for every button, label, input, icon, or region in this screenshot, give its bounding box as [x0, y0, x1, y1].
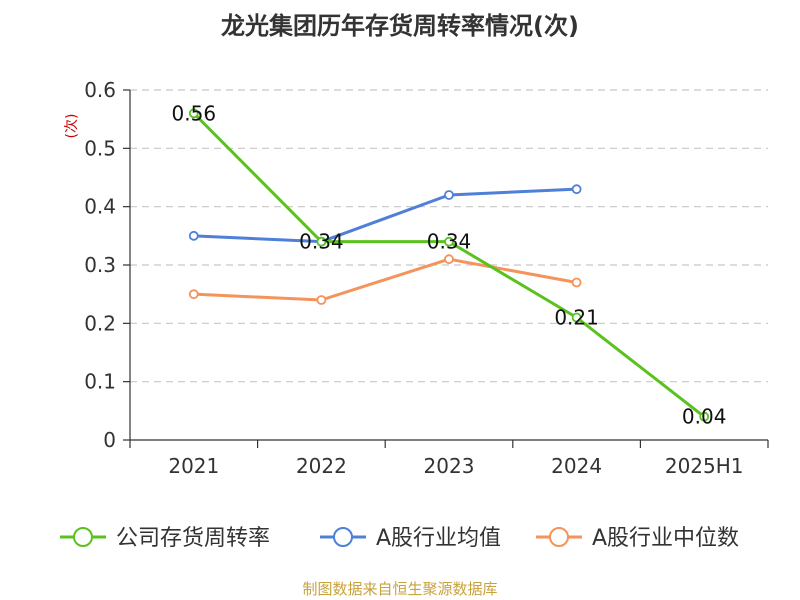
legend: 公司存货周转率 A股行业均值 A股行业中位数	[60, 526, 739, 551]
data-point	[571, 184, 582, 195]
data-point	[444, 236, 454, 247]
series-lines	[188, 108, 710, 422]
y-tick-label: 0.6	[84, 78, 116, 102]
x-tick-label: 2023	[424, 454, 475, 478]
data-point	[571, 277, 582, 288]
data-point	[571, 312, 582, 323]
data-labels: 0.56 0.34 0.34 0.21 0.04	[172, 101, 727, 428]
x-tick-label: 2022	[296, 454, 347, 478]
y-tick-label: 0.3	[84, 253, 116, 277]
data-point	[444, 190, 454, 200]
data-point	[316, 236, 327, 247]
series-line	[193, 257, 577, 302]
x-tick-label: 2025H1	[665, 454, 744, 478]
data-label: 0.04	[682, 405, 727, 429]
chart-title: 龙光集团历年存货周转率情况(次)	[221, 12, 579, 40]
x-tick-label: 2021	[168, 454, 219, 478]
data-point	[444, 254, 454, 265]
grid-lines	[130, 89, 768, 383]
y-tick-label: 0.1	[84, 370, 116, 394]
legend-marker	[333, 527, 353, 547]
y-tick-label: 0.4	[84, 195, 116, 219]
y-tick-label: 0.5	[84, 136, 116, 160]
data-label: 0.34	[299, 230, 344, 254]
y-tick-label: 0.2	[84, 311, 116, 335]
y-axis-label: (次)	[64, 114, 80, 139]
data-point	[699, 411, 710, 422]
data-point	[188, 289, 199, 300]
legend-label: A股行业均值	[376, 526, 501, 551]
data-point	[188, 108, 199, 119]
data-point	[188, 230, 199, 241]
data-point	[316, 295, 327, 305]
legend-marker	[549, 527, 569, 547]
series-line	[193, 187, 577, 244]
legend-marker	[73, 527, 93, 547]
y-tick-label: 0	[103, 428, 116, 452]
data-label: 0.56	[172, 101, 217, 125]
legend-label: 公司存货周转率	[116, 526, 270, 551]
x-tick-label: 2024	[551, 454, 602, 478]
source-note: 制图数据来自恒生聚源数据库	[302, 580, 497, 598]
data-label: 0.21	[554, 306, 599, 330]
data-label: 0.34	[427, 230, 472, 254]
legend-label: A股行业中位数	[592, 526, 739, 551]
axes: 0 0.1 0.2 0.3 0.4 0.5 0.6 2021 2022 2023 2024 2025H…	[84, 78, 769, 478]
